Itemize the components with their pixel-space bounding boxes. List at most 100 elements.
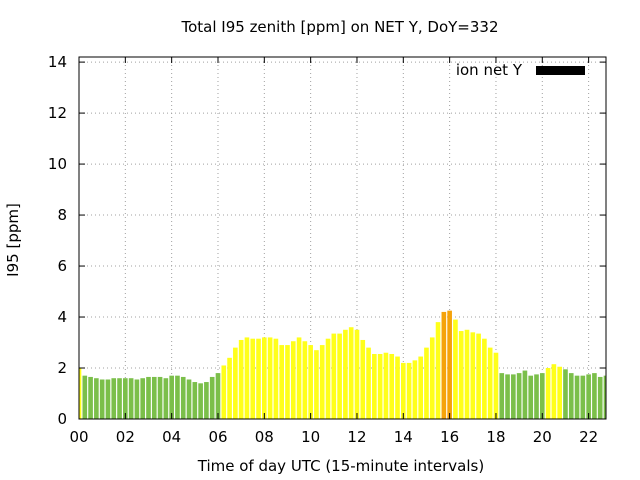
bar [302,341,308,419]
bar [389,353,395,419]
bar [511,374,516,419]
bar [331,333,337,419]
bar [597,376,603,419]
x-axis-label: Time of day UTC (15-minute intervals) [197,457,484,475]
y-tick-label: 8 [57,206,67,224]
bar [528,375,534,419]
y-tick-label: 2 [57,359,67,377]
bar [88,376,93,419]
bar [117,378,122,419]
bar [169,375,174,419]
bar [447,310,452,419]
bar [435,322,441,419]
x-tick-label: 20 [533,428,552,446]
bar [406,362,412,419]
bar [563,369,568,419]
x-tick-label: 14 [394,428,413,446]
bar [285,345,290,419]
bar [557,366,562,419]
y-tick-label: 4 [57,308,67,326]
bar [539,373,545,419]
bar [400,362,406,419]
bar [140,378,146,419]
bar [256,338,261,419]
x-tick-label: 08 [255,428,274,446]
x-tick-label: 02 [116,428,135,446]
bar [372,353,377,419]
bar [250,338,256,419]
bar [574,375,580,419]
chart-title: Total I95 zenith [ppm] on NET Y, DoY=332 [180,18,498,36]
grid [79,57,606,419]
bar [441,311,447,419]
bar [551,364,557,419]
bar [337,333,342,419]
x-tick-label: 04 [162,428,181,446]
bar [499,373,505,419]
bar [348,327,354,419]
bar [151,376,157,419]
bar [82,375,88,419]
bar [94,378,99,419]
bar [267,337,273,419]
axis-frame [78,56,607,420]
bar [314,350,319,419]
bar [134,379,140,419]
y-tick-label: 0 [57,410,67,428]
bar [377,353,383,419]
bar [516,373,522,419]
plot-border [78,56,607,420]
bar [568,373,574,419]
bar [111,378,117,419]
bar [79,368,82,419]
bar [366,347,371,419]
bar [221,365,227,419]
bar [482,338,487,419]
y-tick-label: 12 [48,104,67,122]
y-tick-label: 14 [48,53,67,71]
bar [505,374,510,419]
bar [522,370,528,419]
y-axis-label: I95 [ppm] [4,203,22,277]
bar [418,356,423,419]
bar [123,378,128,419]
bar [198,383,203,419]
bar [343,329,348,419]
x-tick-label: 10 [301,428,320,446]
bar [412,360,418,419]
bar [383,352,389,419]
y-tick-label: 10 [48,155,67,173]
x-tick-label: 00 [69,428,88,446]
bar [580,375,586,419]
bar [470,332,476,419]
bar [493,352,499,419]
bar [233,347,238,419]
x-tick-label: 12 [347,428,366,446]
bar [244,337,250,419]
bar [476,333,481,419]
bar [592,373,597,419]
bar [262,337,267,419]
bar [279,345,285,419]
bar [215,373,221,419]
bar [204,382,209,419]
bar [360,339,366,419]
bar [296,337,302,419]
bar [99,379,105,419]
legend: ion net Y [456,61,585,79]
bar [238,339,244,419]
x-tick-label: 06 [208,428,227,446]
bar [545,368,551,419]
bar [325,338,331,419]
bar [163,378,169,419]
bar [209,376,215,419]
bar [308,345,313,419]
bar [395,356,400,419]
bar [319,345,325,419]
bar [290,341,296,419]
x-tick-label: 22 [579,428,598,446]
bar [105,379,111,419]
bar [458,331,464,419]
bar [487,347,493,419]
